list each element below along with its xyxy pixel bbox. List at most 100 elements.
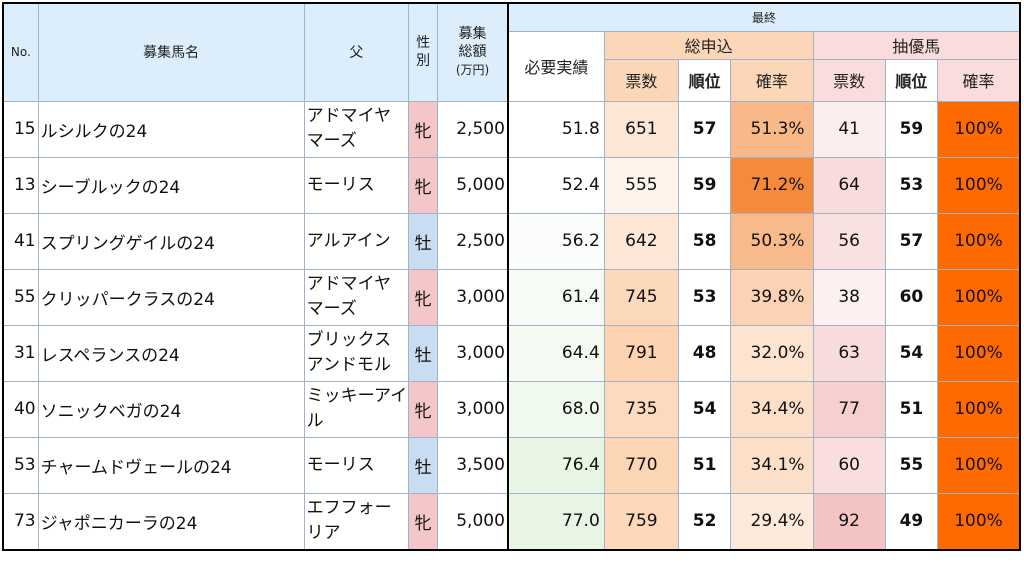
row-name: ジャポニカーラの24 (37, 492, 305, 551)
row-sex: 牡 (408, 212, 439, 270)
row-priority-rate: 100% (937, 436, 1021, 494)
row-sex: 牝 (408, 156, 439, 214)
row-amount: 3,000 (437, 324, 509, 382)
row-sire: ブリックスアンドモル (303, 324, 410, 382)
row-required: 76.4 (507, 436, 605, 494)
header-final: 最終 (507, 2, 1022, 32)
table-row: 73 ジャポニカーラの24 エフフォーリア牝 5,000 77.0 759 52 29.4% 9… (1, 492, 1021, 551)
row-total-votes: 555 (603, 156, 680, 214)
header-sex-line1: 性 (416, 35, 431, 52)
row-priority-rank: 54 (884, 324, 939, 382)
row-priority-votes: 77 (812, 380, 886, 438)
row-no: 55 (1, 268, 39, 326)
table-row: 41 スプリングゲイルの24 アルアイン牡 2,500 56.2 642 58 50.3% 56… (1, 212, 1021, 270)
row-no: 15 (1, 100, 39, 158)
row-priority-rate: 100% (937, 156, 1021, 214)
header-total-rate: 確率 (730, 58, 814, 102)
row-total-votes: 642 (603, 212, 680, 270)
row-total-rank: 48 (678, 324, 732, 382)
row-priority-votes: 63 (812, 324, 886, 382)
header-sire: 父 (303, 2, 410, 102)
row-amount: 5,000 (437, 156, 509, 214)
row-total-rate: 71.2% (730, 156, 814, 214)
row-sire: モーリス (303, 436, 410, 494)
row-required: 61.4 (507, 268, 605, 326)
row-amount: 3,000 (437, 268, 509, 326)
row-total-rate: 34.4% (730, 380, 814, 438)
row-sex: 牝 (408, 268, 439, 326)
row-priority-votes: 64 (812, 156, 886, 214)
row-priority-rank: 51 (884, 380, 939, 438)
row-total-rank: 59 (678, 156, 732, 214)
row-name: スプリングゲイルの24 (37, 212, 305, 270)
header-priority-votes: 票数 (812, 58, 886, 102)
row-total-votes: 770 (603, 436, 680, 494)
row-no: 31 (1, 324, 39, 382)
header-amount: 募集 総額 (万円) (437, 2, 509, 102)
row-required: 77.0 (507, 492, 605, 551)
row-total-rate: 32.0% (730, 324, 814, 382)
row-amount: 3,500 (437, 436, 509, 494)
row-total-rank: 51 (678, 436, 732, 494)
row-priority-rate: 100% (937, 324, 1021, 382)
row-priority-votes: 92 (812, 492, 886, 551)
row-required: 51.8 (507, 100, 605, 158)
row-total-rate: 29.4% (730, 492, 814, 551)
row-total-votes: 745 (603, 268, 680, 326)
row-priority-rank: 49 (884, 492, 939, 551)
header-required: 必要実績 (507, 30, 605, 102)
row-sex: 牡 (408, 436, 439, 494)
table-row: 53 チャームドヴェールの24 モーリス牡 3,500 76.4 770 51 34.1% 60… (1, 436, 1021, 494)
row-amount: 5,000 (437, 492, 509, 551)
row-sex: 牝 (408, 100, 439, 158)
row-total-votes: 651 (603, 100, 680, 158)
table-row: 15 ルシルクの24 アドマイヤマーズ牝 2,500 51.8 651 57 51.3% 41 5… (1, 100, 1021, 158)
row-name: クリッパークラスの24 (37, 268, 305, 326)
row-total-rate: 34.1% (730, 436, 814, 494)
row-priority-rate: 100% (937, 212, 1021, 270)
row-name: シーブルックの24 (37, 156, 305, 214)
header-amount-line3: (万円) (455, 63, 490, 78)
row-priority-rank: 57 (884, 212, 939, 270)
row-required: 64.4 (507, 324, 605, 382)
table-row: 13 シーブルックの24 モーリス牝 5,000 52.4 555 59 71.2% 64 53 1… (1, 156, 1021, 214)
table-row: 40 ソニックベガの24 ミッキーアイル牝 3,000 68.0 735 54 34.4% 77… (1, 380, 1021, 438)
row-total-votes: 759 (603, 492, 680, 551)
row-sire: アルアイン (303, 212, 410, 270)
header-priority-rank: 順位 (884, 58, 939, 102)
row-required: 68.0 (507, 380, 605, 438)
row-total-rank: 52 (678, 492, 732, 551)
row-total-votes: 735 (603, 380, 680, 438)
row-priority-rate: 100% (937, 100, 1021, 158)
row-name: ルシルクの24 (37, 100, 305, 158)
row-priority-votes: 56 (812, 212, 886, 270)
row-total-rate: 39.8% (730, 268, 814, 326)
header-amount-line2: 総額 (458, 44, 487, 61)
row-total-rate: 51.3% (730, 100, 814, 158)
row-sex: 牝 (408, 380, 439, 438)
row-priority-rate: 100% (937, 492, 1021, 551)
header-sex-line2: 別 (416, 53, 431, 70)
header-total-rank: 順位 (678, 58, 732, 102)
header-total-votes: 票数 (603, 58, 680, 102)
row-amount: 2,500 (437, 100, 509, 158)
row-priority-votes: 60 (812, 436, 886, 494)
row-priority-votes: 38 (812, 268, 886, 326)
row-total-rank: 57 (678, 100, 732, 158)
table-row: 31 レスペランスの24 ブリックスアンドモル牡 3,000 64.4 791 48 32.0… (1, 324, 1021, 382)
row-total-rank: 53 (678, 268, 732, 326)
row-sire: エフフォーリア (303, 492, 410, 551)
row-priority-rank: 59 (884, 100, 939, 158)
row-total-rank: 54 (678, 380, 732, 438)
row-total-rate: 50.3% (730, 212, 814, 270)
row-name: ソニックベガの24 (37, 380, 305, 438)
header-amount-line1: 募集 (458, 26, 487, 43)
header-priority-group: 抽優馬 (812, 30, 1021, 60)
row-priority-rank: 53 (884, 156, 939, 214)
row-no: 73 (1, 492, 39, 551)
row-sex: 牡 (408, 324, 439, 382)
table-body: 15 ルシルクの24 アドマイヤマーズ牝 2,500 51.8 651 57 51.3% 41 5… (1, 100, 1021, 551)
header-priority-rate: 確率 (937, 58, 1021, 102)
row-sire: アドマイヤマーズ (303, 268, 410, 326)
row-sex: 牝 (408, 492, 439, 551)
